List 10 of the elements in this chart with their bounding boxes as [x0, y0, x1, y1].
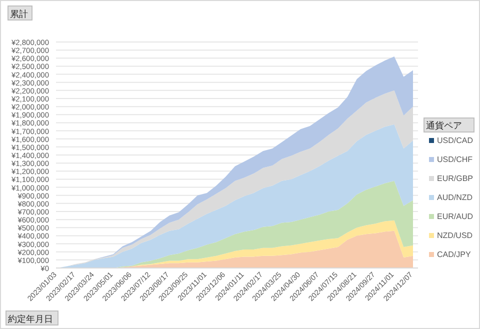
legend-label: EUR/GBP — [437, 174, 474, 183]
x-axis-title: 約定年月日 — [8, 314, 53, 324]
chart-title: 累計 — [10, 9, 28, 19]
legend-title: 通貨ペア — [426, 120, 462, 130]
legend-label: CAD/JPY — [437, 250, 472, 259]
legend-label: USD/CAD — [437, 136, 474, 145]
legend-label: AUD/NZD — [437, 193, 473, 202]
legend-label: NZD/USD — [437, 231, 473, 240]
legend-label: USD/CHF — [437, 155, 473, 164]
legend-label: EUR/AUD — [437, 212, 474, 221]
